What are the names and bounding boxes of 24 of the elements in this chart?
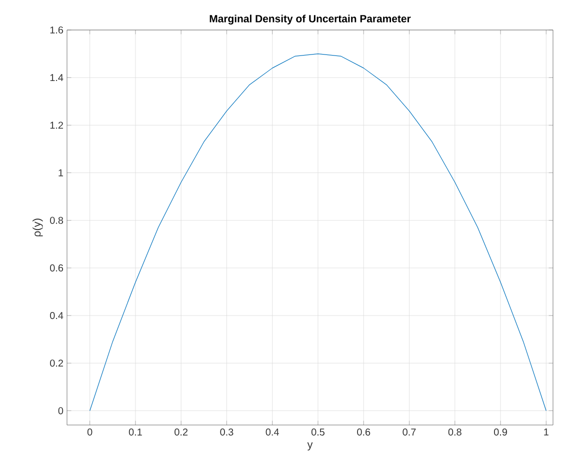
chart-title: Marginal Density of Uncertain Parameter xyxy=(210,14,411,24)
x-tick-label: 0.2 xyxy=(174,428,188,436)
x-axis-title: y xyxy=(307,442,313,450)
y-tick-label: 0.6 xyxy=(50,264,64,272)
y-tick-label: 0.4 xyxy=(50,312,64,320)
y-tick-label: 0.8 xyxy=(50,216,64,224)
x-tick-label: 1 xyxy=(544,428,548,436)
x-tick-label: 0.9 xyxy=(494,428,507,436)
x-tick-label: 0.6 xyxy=(357,428,370,436)
y-tick-label: 1 xyxy=(58,169,63,176)
x-tick-label: 0.4 xyxy=(266,428,279,436)
y-tick-label: 1.6 xyxy=(50,26,64,34)
y-tick-label: 0.2 xyxy=(50,360,63,367)
y-tick-label: 1.4 xyxy=(50,74,64,82)
y-axis-title: ρ(y) xyxy=(32,218,43,236)
x-tick-label: 0.8 xyxy=(448,428,462,436)
x-tick-label: 0.3 xyxy=(220,428,234,436)
y-tick-label: 1.2 xyxy=(50,122,63,129)
x-tick-label: 0.1 xyxy=(128,428,142,436)
x-tick-label: 0.5 xyxy=(311,428,324,436)
x-tick-label: 0 xyxy=(87,428,92,436)
y-tick-label: 0 xyxy=(58,407,64,414)
x-tick-label: 0.7 xyxy=(402,428,416,436)
line-series xyxy=(90,53,546,412)
